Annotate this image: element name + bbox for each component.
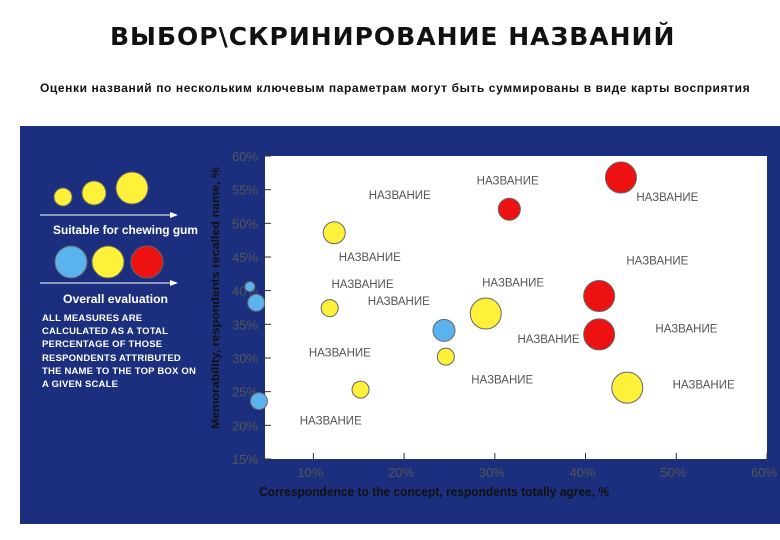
- bubble-label: НАЗВАНИЕ: [309, 348, 371, 360]
- bubble-point: [432, 318, 456, 342]
- x-tick-label: 50%: [660, 465, 686, 480]
- bubble-label: НАЗВАНИЕ: [655, 323, 717, 335]
- page-title: ВЫБОР\СКРИНИРОВАНИЕ НАЗВАНИЙ: [110, 22, 676, 51]
- bubbles: [244, 161, 644, 411]
- y-tick-label: 20%: [232, 418, 258, 433]
- legend-color-blue-bubble: [54, 245, 88, 279]
- y-tick-label: 55%: [232, 183, 258, 198]
- bubble-point: [322, 221, 346, 245]
- bubble-label: НАЗВАНИЕ: [626, 255, 688, 267]
- y-tick-label: 15%: [232, 452, 258, 467]
- legend-size-small-bubble: [53, 187, 73, 207]
- legend-color-red-bubble: [130, 245, 164, 279]
- x-tick-label: 20%: [388, 465, 414, 480]
- bubble-label: НАЗВАНИЕ: [368, 296, 430, 308]
- bubble-point: [436, 347, 455, 366]
- legend-color: Overall evaluation: [40, 245, 178, 306]
- chart-panel: Suitable for chewing gum Overall evaluat…: [20, 126, 780, 524]
- legend-size: Suitable for chewing gum: [40, 171, 198, 237]
- bubble-point: [469, 297, 502, 330]
- bubble-point: [320, 299, 339, 318]
- measures-note: ALL MEASURES ARE CALCULATED AS A TOTAL P…: [42, 313, 197, 391]
- bubble-label: НАЗВАНИЕ: [369, 190, 431, 202]
- legend-color-yellow-bubble: [91, 245, 125, 279]
- legend-size-arrowhead: [170, 212, 178, 218]
- legend-size-caption: Suitable for chewing gum: [53, 223, 198, 237]
- bubble-label: НАЗВАНИЕ: [300, 416, 362, 428]
- x-tick-label: 30%: [479, 465, 505, 480]
- y-tick-label: 60%: [232, 149, 258, 164]
- x-tick-label: 40%: [570, 465, 596, 480]
- bubble-label: НАЗВАНИЕ: [471, 375, 533, 387]
- bubble-label: НАЗВАНИЕ: [332, 279, 394, 291]
- bubble-label: НАЗВАНИЕ: [339, 252, 401, 264]
- bubble-labels: НАЗВАНИЕ НАЗВАНИЕ НАЗВАНИЕ НАЗВАНИЕ НАЗВАНИЕ…: [300, 175, 735, 427]
- bubble-point: [583, 318, 616, 351]
- x-axis-label: Correspondence to the concept, responden…: [259, 485, 609, 499]
- bubble-label: НАЗВАНИЕ: [477, 175, 539, 187]
- bubble-chart: Suitable for chewing gum Overall evaluat…: [40, 149, 777, 499]
- legend-size-medium-bubble: [81, 180, 107, 206]
- bubble-point: [497, 197, 521, 221]
- y-tick-labels: 15%20%25%30%35%40%45%50%55%60%: [232, 149, 258, 467]
- tick-marks: [263, 155, 768, 461]
- bubble-point: [249, 392, 268, 411]
- bubble-label: НАЗВАНИЕ: [673, 379, 735, 391]
- y-tick-label: 35%: [232, 317, 258, 332]
- y-tick-label: 45%: [232, 250, 258, 265]
- bubble-point: [604, 161, 637, 194]
- bubble-label: НАЗВАНИЕ: [636, 192, 698, 204]
- x-tick-labels: 10% 20% 30% 40% 50% 60%: [297, 465, 777, 480]
- legend-size-large-bubble: [115, 171, 149, 205]
- bubble-label: НАЗВАНИЕ: [518, 334, 580, 346]
- page-subtitle: Оценки названий по нескольким ключевым п…: [40, 81, 751, 95]
- y-tick-label: 50%: [232, 216, 258, 231]
- bubble-label: НАЗВАНИЕ: [482, 278, 544, 290]
- bubble-point: [611, 371, 644, 404]
- y-tick-label: 30%: [232, 351, 258, 366]
- bubble-point: [351, 380, 370, 399]
- x-tick-label: 60%: [751, 465, 777, 480]
- bubble-point: [583, 280, 616, 313]
- legend-color-arrowhead: [170, 280, 178, 286]
- x-tick-label: 10%: [297, 465, 323, 480]
- legend-color-caption: Overall evaluation: [63, 292, 168, 306]
- bubble-point: [244, 281, 256, 293]
- bubble-point: [247, 293, 266, 312]
- y-axis-label: Memorability, respondents recalled name,…: [210, 167, 222, 429]
